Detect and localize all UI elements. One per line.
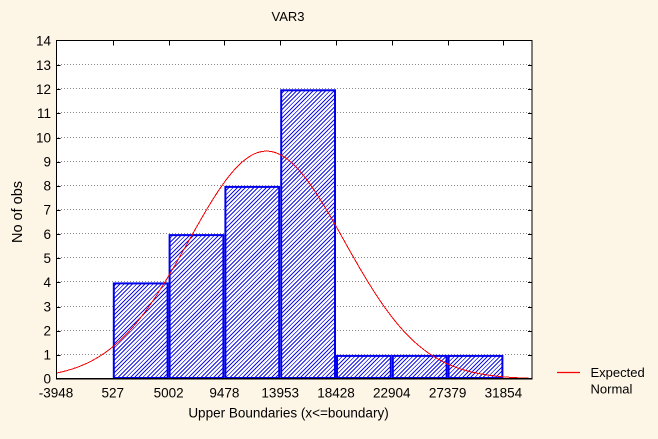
svg-text:14: 14 <box>36 34 52 49</box>
svg-text:7: 7 <box>43 203 51 218</box>
svg-text:4: 4 <box>43 275 51 290</box>
svg-text:13: 13 <box>36 58 51 73</box>
svg-text:8: 8 <box>43 179 51 194</box>
svg-text:9478: 9478 <box>209 386 239 401</box>
svg-text:5: 5 <box>43 251 51 266</box>
svg-text:VAR3: VAR3 <box>272 9 305 24</box>
svg-text:13953: 13953 <box>261 386 299 401</box>
svg-text:5002: 5002 <box>154 386 184 401</box>
svg-text:Upper Boundaries (x<=boundary): Upper Boundaries (x<=boundary) <box>188 406 388 421</box>
svg-text:-3948: -3948 <box>39 386 74 401</box>
svg-text:Normal: Normal <box>591 382 633 397</box>
svg-text:18428: 18428 <box>317 386 355 401</box>
svg-text:9: 9 <box>43 154 51 169</box>
svg-text:11: 11 <box>37 106 51 121</box>
svg-text:27379: 27379 <box>429 386 467 401</box>
svg-text:22904: 22904 <box>373 386 411 401</box>
svg-text:10: 10 <box>36 130 51 145</box>
svg-text:527: 527 <box>102 386 125 401</box>
svg-text:1: 1 <box>43 348 51 363</box>
svg-text:No of obs: No of obs <box>10 181 26 243</box>
svg-text:0: 0 <box>43 372 51 387</box>
svg-text:3: 3 <box>43 299 51 314</box>
svg-text:31854: 31854 <box>485 386 523 401</box>
svg-text:2: 2 <box>43 323 51 338</box>
svg-text:6: 6 <box>43 227 51 242</box>
svg-text:Expected: Expected <box>591 365 645 380</box>
svg-text:12: 12 <box>36 82 51 97</box>
